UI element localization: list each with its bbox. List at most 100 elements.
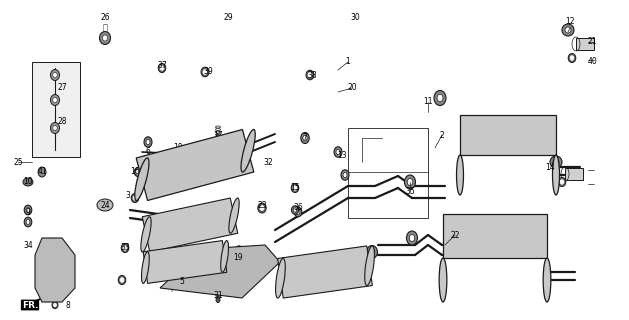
Polygon shape (136, 130, 254, 201)
Ellipse shape (142, 252, 149, 284)
Text: 27: 27 (57, 84, 67, 92)
Ellipse shape (404, 175, 416, 189)
Text: 32: 32 (263, 157, 273, 166)
Text: 11: 11 (423, 98, 433, 107)
Ellipse shape (293, 208, 297, 212)
Ellipse shape (120, 278, 124, 282)
Text: 34: 34 (23, 241, 33, 250)
Ellipse shape (303, 135, 307, 141)
Bar (576, 38, 594, 50)
Ellipse shape (205, 248, 209, 252)
Text: 16: 16 (130, 167, 140, 177)
Polygon shape (160, 245, 280, 298)
Text: 14: 14 (545, 164, 555, 172)
Ellipse shape (296, 210, 300, 214)
Ellipse shape (291, 183, 299, 193)
Ellipse shape (301, 132, 309, 143)
Text: 24: 24 (100, 201, 110, 210)
Ellipse shape (99, 31, 111, 44)
Ellipse shape (172, 246, 179, 254)
Bar (565, 168, 583, 180)
Ellipse shape (38, 167, 46, 177)
Ellipse shape (23, 178, 33, 186)
Polygon shape (35, 238, 75, 302)
Ellipse shape (236, 258, 240, 262)
Ellipse shape (50, 69, 60, 81)
Ellipse shape (260, 205, 264, 211)
Ellipse shape (103, 35, 108, 41)
Ellipse shape (367, 245, 377, 259)
Bar (348, 128, 428, 218)
Ellipse shape (203, 69, 207, 74)
Text: 22: 22 (450, 230, 460, 239)
Polygon shape (143, 241, 227, 284)
Ellipse shape (434, 91, 446, 106)
Ellipse shape (341, 170, 349, 180)
Ellipse shape (552, 155, 560, 195)
Text: 19: 19 (233, 253, 243, 262)
Ellipse shape (407, 179, 413, 186)
Ellipse shape (439, 258, 447, 302)
Bar (32, 62, 80, 157)
Ellipse shape (97, 199, 113, 211)
Ellipse shape (241, 130, 255, 172)
Text: 2: 2 (440, 131, 444, 140)
Ellipse shape (146, 140, 150, 145)
Text: 40: 40 (587, 58, 597, 67)
Ellipse shape (560, 180, 564, 184)
Text: 26: 26 (100, 13, 110, 22)
Ellipse shape (216, 134, 220, 140)
Ellipse shape (406, 231, 418, 245)
Ellipse shape (568, 53, 576, 63)
Ellipse shape (235, 246, 243, 254)
Text: 7: 7 (303, 133, 308, 142)
Ellipse shape (26, 208, 30, 212)
Ellipse shape (558, 177, 566, 187)
Ellipse shape (565, 27, 571, 33)
Ellipse shape (53, 125, 57, 131)
Text: 1: 1 (345, 58, 350, 67)
Text: 18: 18 (173, 143, 183, 153)
Ellipse shape (118, 276, 126, 284)
Ellipse shape (160, 66, 164, 70)
Text: 6: 6 (145, 148, 150, 156)
Ellipse shape (543, 258, 551, 302)
Text: 23: 23 (257, 201, 267, 210)
Text: 8: 8 (65, 300, 70, 309)
Ellipse shape (52, 301, 58, 308)
Text: 29: 29 (223, 13, 233, 22)
Text: 41: 41 (37, 167, 47, 177)
Ellipse shape (141, 217, 151, 252)
Text: 20: 20 (347, 84, 357, 92)
Text: 5: 5 (179, 277, 184, 286)
Ellipse shape (570, 56, 574, 60)
Text: 15: 15 (290, 183, 300, 193)
Ellipse shape (131, 193, 139, 203)
Text: 35: 35 (405, 188, 415, 196)
Text: 17: 17 (213, 131, 223, 140)
Ellipse shape (26, 220, 30, 224)
Ellipse shape (553, 159, 559, 165)
Text: 4: 4 (153, 183, 157, 193)
Text: 🔧: 🔧 (103, 23, 108, 33)
Ellipse shape (24, 217, 32, 227)
Ellipse shape (437, 94, 443, 102)
Ellipse shape (53, 303, 57, 307)
Ellipse shape (136, 170, 140, 174)
Ellipse shape (144, 137, 152, 147)
Ellipse shape (409, 235, 415, 242)
Text: 33: 33 (120, 244, 130, 252)
Ellipse shape (216, 298, 220, 302)
Text: 36: 36 (293, 204, 303, 212)
Ellipse shape (258, 203, 266, 213)
Ellipse shape (550, 156, 562, 168)
Text: 37: 37 (157, 60, 167, 69)
Ellipse shape (133, 196, 137, 200)
Text: 28: 28 (57, 117, 67, 126)
Ellipse shape (308, 73, 312, 77)
Bar (460, 115, 556, 155)
Polygon shape (277, 246, 372, 298)
Ellipse shape (123, 246, 127, 250)
Ellipse shape (343, 172, 347, 178)
Ellipse shape (562, 24, 574, 36)
